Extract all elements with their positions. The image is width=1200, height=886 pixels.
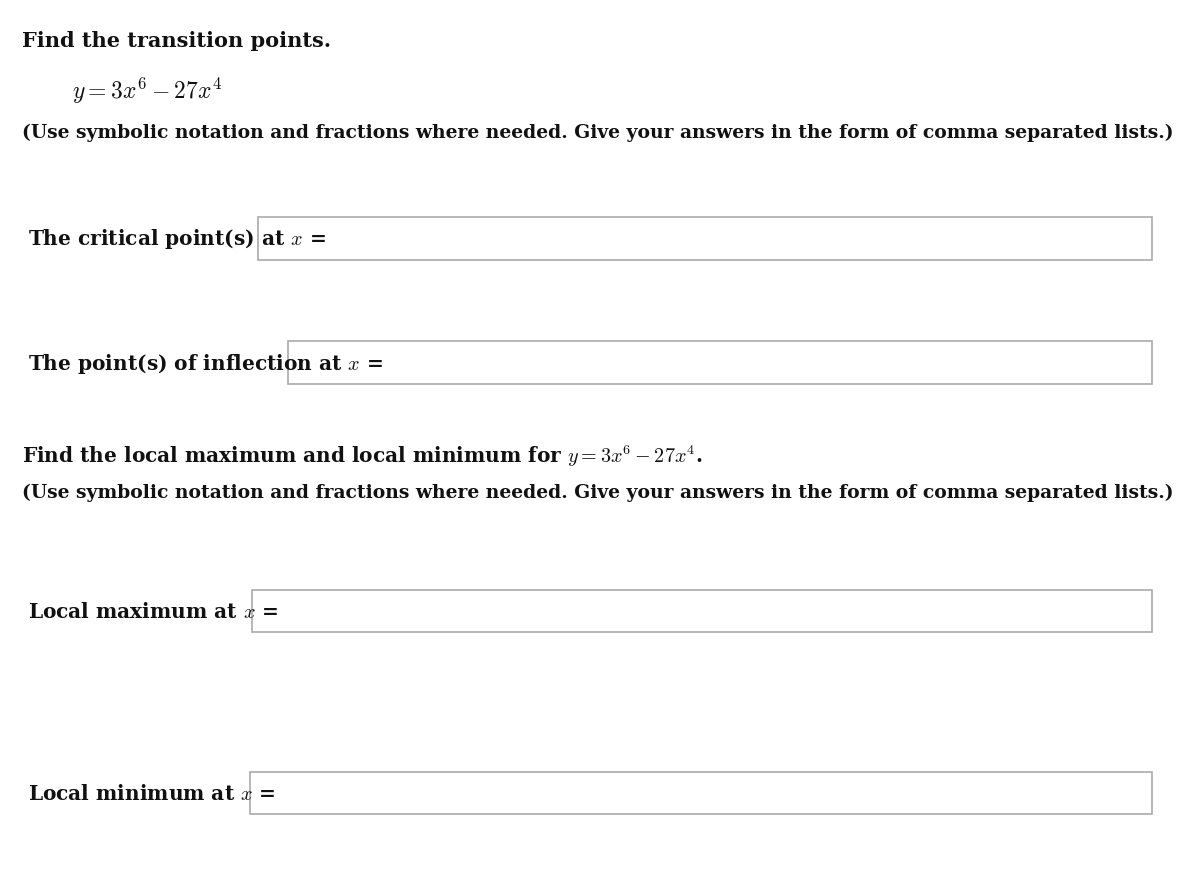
Text: The critical point(s) at $x$ =: The critical point(s) at $x$ = xyxy=(28,227,325,252)
Text: Find the transition points.: Find the transition points. xyxy=(22,31,331,51)
Text: Find the local maximum and local minimum for $y = 3x^6 - 27x^4$.: Find the local maximum and local minimum… xyxy=(22,443,702,469)
FancyBboxPatch shape xyxy=(258,218,1152,260)
Text: Local minimum at $x$ =: Local minimum at $x$ = xyxy=(28,783,275,803)
Text: The point(s) of inflection at $x$ =: The point(s) of inflection at $x$ = xyxy=(28,351,383,376)
FancyBboxPatch shape xyxy=(250,772,1152,814)
FancyBboxPatch shape xyxy=(252,590,1152,633)
Text: (Use symbolic notation and fractions where needed. Give your answers in the form: (Use symbolic notation and fractions whe… xyxy=(22,483,1174,501)
FancyBboxPatch shape xyxy=(288,342,1152,385)
Text: $y = 3x^6 - 27x^4$: $y = 3x^6 - 27x^4$ xyxy=(72,75,222,105)
Text: (Use symbolic notation and fractions where needed. Give your answers in the form: (Use symbolic notation and fractions whe… xyxy=(22,124,1174,143)
Text: Local maximum at $x$ =: Local maximum at $x$ = xyxy=(28,602,278,621)
